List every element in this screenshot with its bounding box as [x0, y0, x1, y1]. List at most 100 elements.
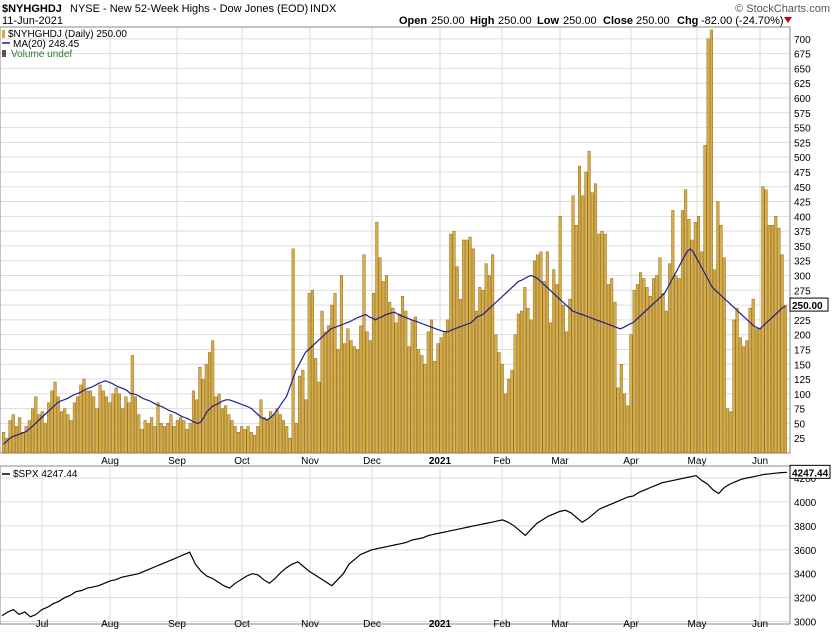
bottom-last-value: 4247.44 — [792, 468, 829, 479]
new-highs-bar — [484, 263, 488, 454]
high-value: 250.00 — [498, 15, 532, 27]
new-highs-bar — [323, 331, 327, 454]
new-highs-bar — [651, 278, 655, 454]
new-highs-bar — [703, 145, 707, 454]
top-y-tick-label: 375 — [794, 227, 811, 238]
new-highs-bar — [709, 29, 713, 454]
new-highs-bar — [79, 384, 83, 454]
top-y-tick-label: 700 — [794, 35, 811, 46]
new-highs-bar — [53, 381, 57, 454]
new-highs-bar — [754, 328, 758, 454]
new-highs-bar — [532, 260, 536, 454]
new-highs-bar — [610, 278, 614, 454]
new-highs-bar — [43, 423, 47, 454]
new-highs-bar — [526, 307, 530, 454]
new-highs-bar — [320, 310, 324, 454]
new-highs-bar — [208, 352, 212, 454]
new-highs-bar — [172, 426, 176, 454]
chart-description: NYSE - New 52-Week Highs - Dow Jones (EO… — [70, 3, 308, 15]
date-label: 11-Jun-2021 — [2, 15, 63, 27]
open-label: Open — [399, 15, 427, 27]
ma20-line — [3, 248, 786, 445]
new-highs-bar — [217, 393, 221, 454]
new-highs-bar — [243, 429, 247, 454]
top-y-tick-label: 300 — [794, 272, 811, 283]
new-highs-bar — [130, 355, 134, 454]
new-highs-bar — [285, 426, 289, 454]
new-highs-bar — [230, 420, 234, 454]
new-highs-bar — [655, 275, 659, 454]
new-highs-bar — [684, 189, 688, 454]
new-highs-bar — [314, 358, 318, 454]
new-highs-bar — [298, 375, 302, 454]
new-highs-bar — [185, 429, 189, 454]
new-highs-bar — [63, 408, 67, 454]
new-highs-bar — [307, 293, 311, 454]
top-y-tick-label: 125 — [794, 375, 811, 386]
new-highs-bar — [436, 343, 440, 454]
new-highs-bar — [391, 307, 395, 454]
new-highs-bar — [465, 239, 469, 454]
new-highs-bar — [500, 364, 504, 454]
new-highs-bar — [233, 426, 237, 454]
new-highs-bar — [452, 230, 456, 454]
high-label: High — [470, 15, 495, 27]
new-highs-bar — [742, 346, 746, 454]
new-highs-bar — [423, 364, 427, 454]
new-highs-bar — [780, 254, 784, 454]
new-highs-bar — [642, 278, 646, 454]
new-highs-bar — [175, 420, 179, 454]
top-x-axis: Aug Sep Oct Nov Dec 2021 Feb Mar Apr May Jun — [101, 456, 768, 467]
new-highs-bar — [494, 334, 498, 454]
new-highs-bar — [384, 275, 388, 454]
new-highs-bar — [407, 346, 411, 454]
new-highs-bar — [584, 171, 588, 454]
new-highs-bar — [269, 411, 273, 454]
new-highs-bar — [182, 420, 186, 454]
new-highs-bar — [481, 290, 485, 454]
new-highs-bar — [767, 225, 771, 454]
bottom-x-tick-label: Mar — [551, 619, 569, 630]
new-highs-bar — [735, 307, 739, 454]
new-highs-bar — [442, 331, 446, 454]
legend-volume: Volume undef — [11, 49, 72, 60]
new-highs-bar — [581, 195, 585, 454]
top-y-tick-label: 25 — [794, 434, 806, 445]
top-y-tick-label: 500 — [794, 153, 811, 164]
new-highs-bar — [262, 417, 266, 454]
new-highs-bar — [14, 426, 18, 454]
top-y-tick-label: 425 — [794, 198, 811, 209]
chg-value: -82.00 (-24.70%) — [701, 15, 784, 27]
new-highs-bar — [365, 331, 369, 454]
new-highs-bars — [2, 29, 787, 454]
top-y-tick-label: 475 — [794, 168, 811, 179]
new-highs-bar — [317, 381, 321, 454]
new-highs-bar — [561, 304, 565, 454]
new-highs-bar — [153, 426, 157, 454]
new-highs-bar — [455, 266, 459, 454]
legend-main: $NYHGHDJ (Daily) 250.00 — [8, 29, 127, 40]
new-highs-bar — [458, 298, 462, 454]
new-highs-bar — [645, 287, 649, 454]
new-highs-bar — [339, 275, 343, 454]
new-highs-bar — [577, 165, 581, 454]
new-highs-bar — [677, 278, 681, 454]
new-highs-bar — [619, 364, 623, 454]
new-highs-bar — [275, 408, 279, 454]
top-x-tick-label: Oct — [234, 456, 250, 467]
new-highs-bar — [523, 287, 527, 454]
new-highs-bar — [214, 396, 218, 454]
top-y-axis: 2550751001251501752002252502753003253503… — [794, 35, 811, 445]
top-y-tick-label: 575 — [794, 109, 811, 120]
new-highs-bar — [516, 313, 520, 454]
new-highs-bar — [304, 399, 308, 454]
new-highs-bar — [606, 284, 610, 454]
top-last-value-tag: 250.00 — [789, 297, 829, 312]
new-highs-bar — [21, 432, 25, 454]
new-highs-bar — [439, 337, 443, 454]
new-highs-bar — [310, 290, 314, 454]
new-highs-bar — [372, 293, 376, 454]
new-highs-bar — [503, 393, 508, 454]
new-highs-bar — [507, 378, 511, 454]
bottom-panel-frame — [0, 465, 791, 625]
